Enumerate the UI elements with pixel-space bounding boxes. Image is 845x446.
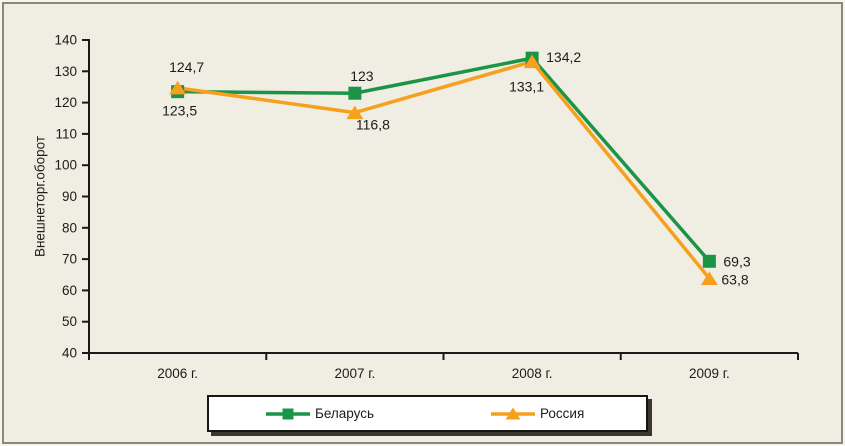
x-tick-label: 2006 г. (157, 366, 198, 381)
y-tick-label: 60 (62, 283, 77, 298)
marker-triangle-1 (523, 54, 541, 69)
data-label: 124,7 (169, 59, 204, 75)
legend-swatch-square (282, 408, 294, 419)
y-tick-label: 90 (62, 189, 77, 204)
data-label: 63,8 (721, 272, 748, 288)
marker-square-0 (702, 254, 716, 268)
series-line-0 (175, 56, 712, 264)
marker-triangle-1 (700, 271, 718, 286)
data-label: 134,2 (546, 49, 581, 65)
marker-triangle-1 (169, 80, 187, 95)
legend-swatch-triangle (505, 407, 521, 419)
legend-item-russia: Россия (490, 397, 584, 430)
belarus-line-square-swatch (266, 408, 310, 419)
data-label: 123,5 (162, 103, 197, 119)
y-tick-label: 110 (55, 126, 77, 141)
data-label: 69,3 (723, 253, 750, 269)
x-tick-label: 2009 г. (689, 366, 730, 381)
y-tick-label: 80 (62, 220, 77, 235)
legend-label-russia: Россия (540, 406, 585, 421)
legend: Беларусь Россия (207, 395, 648, 432)
data-label: 123 (350, 68, 374, 84)
x-tick-label: 2007 г. (334, 366, 375, 381)
marker-square-0 (348, 86, 362, 100)
y-axis-title: Внешнеторг.оборот (32, 135, 48, 258)
y-tick-label: 100 (54, 158, 77, 173)
y-tick-label: 50 (62, 314, 77, 329)
y-tick-label: 120 (54, 95, 77, 110)
y-tick-label: 140 (54, 33, 77, 48)
marker-triangle-1 (346, 105, 364, 120)
y-tick-label: 70 (62, 252, 77, 267)
legend-label-belarus: Беларусь (315, 406, 375, 421)
y-tick-label: 130 (54, 64, 77, 79)
data-label: 116,8 (356, 117, 390, 133)
data-label: 133,1 (509, 79, 544, 95)
series-line-1 (175, 59, 712, 281)
y-tick-label: 40 (62, 346, 77, 361)
x-tick-label: 2008 г. (512, 366, 553, 381)
legend-item-belarus: Беларусь (265, 397, 374, 430)
russia-line-triangle-swatch (491, 407, 535, 419)
